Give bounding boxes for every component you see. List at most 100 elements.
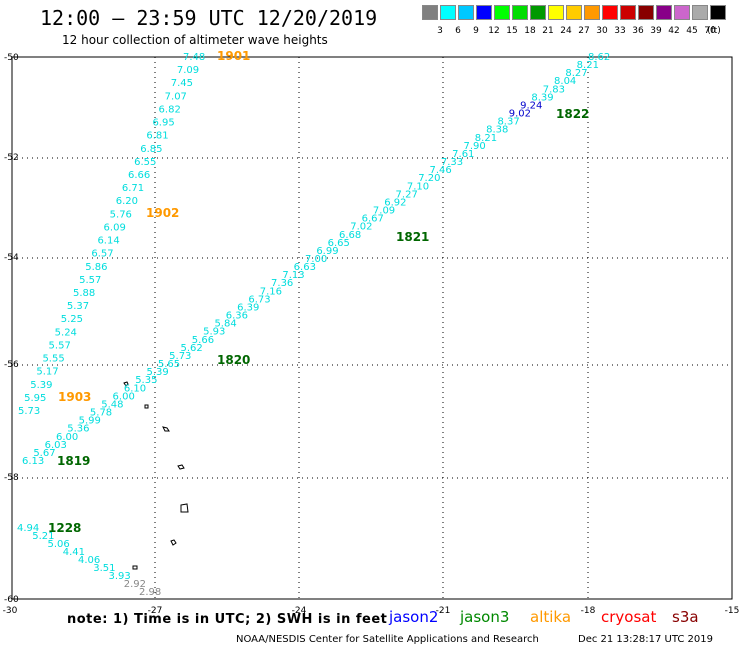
scale-swatch	[530, 5, 546, 20]
swh-value-1822: 9.24	[520, 100, 542, 111]
swh-value-1822: 9.02	[509, 109, 531, 120]
scale-swatch	[602, 5, 618, 20]
lon-tick-label: -30	[3, 606, 18, 616]
lat-tick-label: -50	[4, 53, 19, 63]
swh-value-1901: 5.86	[85, 262, 107, 273]
scale-swatch	[674, 5, 690, 20]
swh-value-1228: 4.94	[17, 523, 39, 534]
swh-value-1822: 6.03	[45, 440, 67, 451]
swh-value-1901: 5.73	[18, 406, 40, 417]
lon-tick-label: -18	[581, 606, 596, 616]
swh-value-1901: 6.57	[91, 249, 113, 260]
island-outline	[123, 381, 129, 387]
island-outline	[132, 565, 138, 570]
lat-tick-label: -54	[4, 253, 19, 263]
swh-value-1822: 5.35	[135, 375, 157, 386]
swh-value-1822: 8.21	[577, 60, 599, 71]
map-title: 12:00 – 23:59 UTC 12/20/2019	[40, 6, 378, 30]
swh-value-1901: 5.39	[30, 380, 52, 391]
swh-value-1822: 5.67	[33, 448, 55, 459]
scale-tick-label: 18	[524, 26, 536, 36]
swh-value-1822: 8.04	[554, 76, 576, 87]
swh-value-1822: 7.20	[418, 173, 440, 184]
swh-value-1822: 6.73	[248, 294, 270, 305]
track-label-1819: 1819	[57, 454, 90, 468]
swh-value-1822: 6.99	[316, 246, 338, 257]
swh-value-1901: 6.20	[116, 196, 138, 207]
swh-value-1228: 5.21	[32, 531, 54, 542]
scale-swatch	[566, 5, 582, 20]
swh-value-1822: 6.92	[384, 197, 406, 208]
swh-value-1901: 7.09	[177, 65, 199, 76]
lat-tick-label: -52	[4, 153, 19, 163]
swh-value-1901: 5.76	[110, 209, 132, 220]
map-subtitle: 12 hour collection of altimeter wave hei…	[62, 33, 328, 47]
swh-value-1822: 7.36	[271, 278, 293, 289]
scale-swatch	[548, 5, 564, 20]
swh-value-1822: 7.61	[452, 149, 474, 160]
swh-value-1901: 7.48	[183, 52, 205, 63]
swh-value-1822: 5.93	[203, 327, 225, 338]
swh-value-1822: 8.38	[486, 125, 508, 136]
swh-value-1901: 6.82	[159, 104, 181, 115]
swh-value-1822: 6.13	[22, 456, 44, 467]
swh-value-1822: 7.00	[305, 254, 327, 265]
island-outline	[177, 464, 185, 470]
swh-value-1901: 5.55	[42, 354, 64, 365]
lon-tick-label: -24	[292, 606, 307, 616]
scale-swatch	[422, 5, 438, 20]
swh-value-1822: 8.39	[531, 92, 553, 103]
swh-value-1901: 5.37	[67, 301, 89, 312]
track-label-1903: 1903	[58, 390, 91, 404]
scale-tick-label: 3	[437, 26, 443, 36]
scale-tick-label: 36	[632, 26, 644, 36]
swh-value-1822: 6.68	[339, 230, 361, 241]
swh-value-1822: 5.78	[90, 408, 112, 419]
swh-value-1822: 7.13	[282, 270, 304, 281]
swh-value-1901: 7.07	[165, 91, 187, 102]
scale-swatch	[710, 5, 726, 20]
scale-tick-label: 70	[704, 26, 716, 36]
scale-swatch	[440, 5, 456, 20]
swh-value-1822: 7.90	[463, 141, 485, 152]
swh-value-1228: 2.92	[124, 579, 146, 590]
track-label-1820: 1820	[217, 353, 250, 367]
scale-tick-label: 6	[455, 26, 461, 36]
legend-jason3: jason3	[460, 608, 510, 626]
swh-value-1228: 5.06	[48, 539, 70, 550]
scale-tick-label: 42	[668, 26, 680, 36]
swh-value-1822: 5.48	[101, 399, 123, 410]
track-label-1228: 1228	[48, 521, 81, 535]
swh-value-1822: 5.66	[192, 335, 214, 346]
scale-tick-label: 27	[578, 26, 590, 36]
swh-value-1822: 5.62	[180, 343, 202, 354]
swh-value-1822: 6.36	[226, 311, 248, 322]
swh-value-1901: 6.71	[122, 183, 144, 194]
lat-tick-label: -60	[4, 595, 19, 605]
swh-value-1822: 6.67	[362, 214, 384, 225]
scale-swatch	[656, 5, 672, 20]
legend-jason2: jason2	[389, 608, 439, 626]
swh-value-1822: 5.73	[169, 351, 191, 362]
lon-tick-label: -21	[436, 606, 451, 616]
legend-cryosat: cryosat	[601, 608, 657, 626]
scale-tick-label: 30	[596, 26, 608, 36]
swh-value-1822: 8.21	[475, 133, 497, 144]
scale-swatch	[494, 5, 510, 20]
scale-tick-label: 9	[473, 26, 479, 36]
scale-tick-label: 39	[650, 26, 662, 36]
track-label-1902: 1902	[146, 206, 179, 220]
swh-value-1901: 6.14	[97, 236, 119, 247]
scale-unit-label: (ft)	[707, 26, 721, 36]
swh-value-1822: 6.00	[56, 432, 78, 443]
swh-value-1822: 7.02	[350, 222, 372, 233]
swh-value-1822: 7.10	[407, 181, 429, 192]
swh-value-1822: 8.27	[565, 68, 587, 79]
swh-value-1901: 5.57	[49, 340, 71, 351]
swh-value-1822: 5.65	[158, 359, 180, 370]
swh-value-1901: 5.88	[73, 288, 95, 299]
scale-tick-label: 21	[542, 26, 554, 36]
swh-value-1822: 7.46	[430, 165, 452, 176]
swh-value-1822: 6.63	[294, 262, 316, 273]
island-outline	[162, 426, 170, 432]
